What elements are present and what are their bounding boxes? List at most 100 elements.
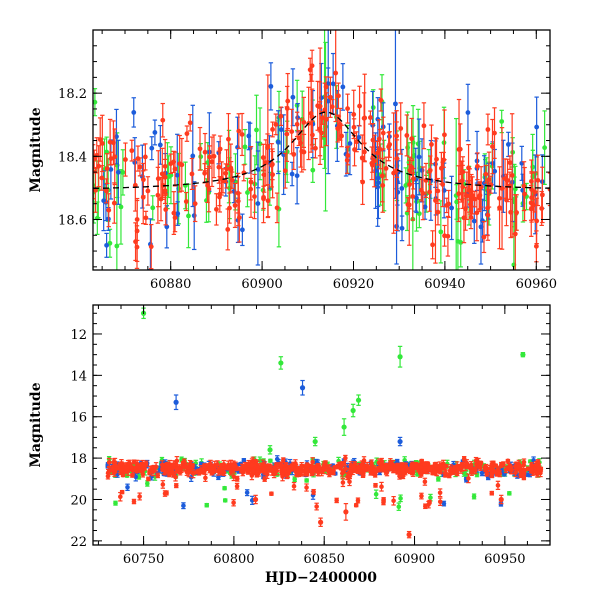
bottom-green-point <box>398 494 403 503</box>
bottom-red-point <box>304 471 310 477</box>
top-red-point <box>386 132 392 162</box>
bottom-red-point <box>516 463 521 470</box>
bottom-red-point <box>314 502 319 511</box>
top-red-point <box>420 166 426 221</box>
bottom-red-point <box>348 467 353 476</box>
top-red-point <box>380 116 386 150</box>
bottom-red-point <box>190 468 196 479</box>
bottom-outlier-point <box>397 436 403 447</box>
bottom-red-point <box>262 476 267 482</box>
bottom-red-point <box>461 456 467 462</box>
bottom-outlier-point <box>341 418 347 436</box>
top-red-point <box>261 174 266 224</box>
bottom-red-point <box>150 466 156 477</box>
top-red-point <box>319 117 324 148</box>
bottom-green-point <box>136 474 142 480</box>
top-red-point <box>336 82 341 110</box>
bottom-outlier-point <box>343 503 349 521</box>
top-red-point <box>327 76 333 118</box>
top-red-point <box>112 128 118 186</box>
bottom-ytick-label: 16 <box>70 411 87 426</box>
bottom-red-point <box>129 463 134 472</box>
bottom-red-point <box>231 463 237 469</box>
top-red-point <box>351 89 357 140</box>
top-red-point <box>522 166 528 222</box>
top-red-point <box>270 148 275 181</box>
top-red-point <box>299 130 305 173</box>
top-red-point <box>383 156 389 181</box>
bottom-red-point <box>489 490 495 496</box>
top-red-point <box>155 166 161 224</box>
bottom-xtick-label: 60750 <box>123 552 164 567</box>
bottom-outlier-point <box>317 517 324 527</box>
top-blue-point <box>157 124 163 165</box>
top-red-point <box>162 177 168 205</box>
bottom-ytick-label: 12 <box>70 328 87 343</box>
top-red-point <box>529 172 535 223</box>
top-red-point <box>187 113 193 132</box>
top-red-point <box>106 193 112 228</box>
top-red-point <box>481 221 487 254</box>
bottom-red-point <box>422 477 428 486</box>
bottom-red-point <box>448 464 453 474</box>
bottom-blue-point <box>244 489 250 497</box>
top-blue-point <box>131 97 137 128</box>
top-green-point <box>242 128 248 165</box>
top-red-point <box>394 139 400 178</box>
bottom-red-point <box>483 465 488 472</box>
bottom-ylabel: Magnitude <box>28 382 44 467</box>
top-panel-ticks: 60880 60900 60920 60940 60960 18.2 18.4 18.6 <box>58 29 557 292</box>
bottom-ytick-label: 22 <box>70 535 87 550</box>
top-red-point <box>104 178 109 204</box>
bottom-green-point <box>292 476 297 483</box>
bottom-green-point <box>396 502 402 511</box>
bottom-outlier-point <box>299 379 306 396</box>
top-green-point <box>416 199 422 229</box>
bottom-red-point <box>321 465 327 475</box>
bottom-outlier-point <box>267 445 273 455</box>
top-blue-point <box>414 182 419 214</box>
top-red-point <box>344 146 350 174</box>
top-red-point <box>391 112 397 234</box>
bottom-red-point <box>198 470 203 475</box>
top-red-point <box>376 119 382 159</box>
bottom-outlier-point <box>406 530 412 539</box>
bottom-red-point <box>466 473 471 484</box>
bottom-red-point <box>339 461 345 467</box>
top-red-point <box>216 150 222 184</box>
top-red-point <box>370 157 375 173</box>
top-red-point <box>248 146 254 218</box>
top-green-point <box>186 183 191 249</box>
top-blue-point <box>152 119 158 146</box>
top-red-point <box>274 192 280 224</box>
top-red-point <box>458 160 464 203</box>
bottom-ytick-label: 14 <box>70 369 87 384</box>
top-red-point <box>205 167 210 204</box>
top-ytick-label: 18.4 <box>58 150 87 165</box>
bottom-red-point <box>179 465 184 473</box>
model-curve <box>93 111 550 190</box>
bottom-red-point <box>489 460 495 468</box>
bottom-blue-point <box>125 483 130 491</box>
top-red-point <box>228 160 234 179</box>
top-red-point <box>236 113 242 150</box>
bottom-red-point <box>167 472 172 478</box>
top-blue-point <box>101 170 107 232</box>
bottom-xtick-label: 60950 <box>484 552 525 567</box>
top-panel-data <box>93 30 550 270</box>
top-blue-point <box>505 131 511 158</box>
bottom-red-point <box>497 470 503 478</box>
top-red-point <box>404 114 410 157</box>
bottom-red-point <box>535 466 541 472</box>
top-blue-point <box>104 232 109 258</box>
top-red-point <box>171 150 177 174</box>
bottom-red-point <box>269 465 275 476</box>
top-red-point <box>499 127 505 250</box>
top-red-point <box>99 165 105 191</box>
top-red-point <box>278 106 284 127</box>
bottom-outlier-point <box>278 356 284 370</box>
top-red-point <box>214 193 219 226</box>
top-blue-point <box>294 147 300 205</box>
bottom-red-point <box>521 458 527 466</box>
top-red-point <box>225 208 231 251</box>
